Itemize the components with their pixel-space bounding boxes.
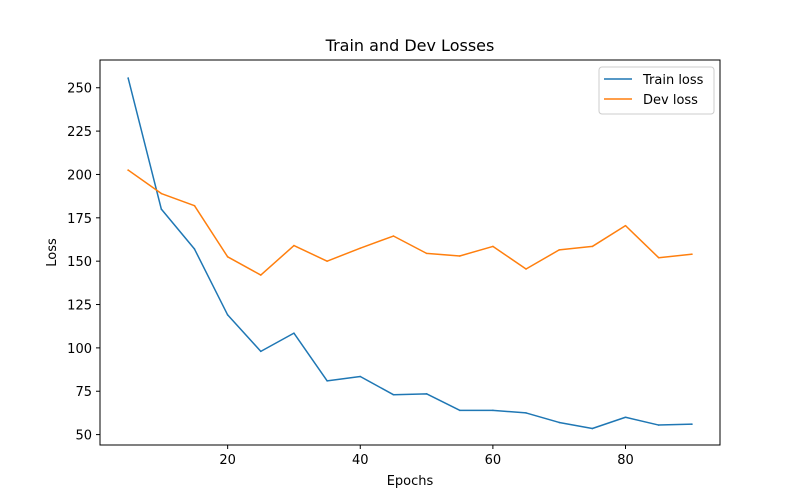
data-point: [127, 169, 129, 171]
data-point: [558, 249, 560, 251]
data-point: [591, 245, 594, 248]
y-tick-label: 100: [67, 342, 92, 357]
y-tick-label: 125: [67, 299, 92, 314]
y-tick-label: 250: [67, 82, 92, 97]
data-point: [226, 256, 229, 258]
data-point: [293, 332, 295, 334]
x-tick-label: 80: [617, 453, 634, 468]
data-point: [260, 274, 262, 276]
data-point: [691, 423, 693, 425]
data-point: [624, 416, 627, 419]
legend: Train loss Dev loss: [598, 66, 715, 115]
data-point: [657, 424, 660, 426]
data-point: [193, 248, 196, 250]
data-point: [425, 393, 428, 395]
data-point: [127, 77, 129, 80]
plot-frame: [99, 59, 721, 446]
data-point: [160, 192, 163, 195]
data-point: [359, 247, 362, 249]
y-tick-label: 175: [67, 212, 92, 227]
plot-area: [99, 59, 721, 446]
y-axis-label: Loss: [45, 238, 60, 267]
data-point: [326, 380, 328, 382]
series-line-train-loss: [127, 77, 693, 430]
data-point: [392, 393, 395, 396]
data-point: [193, 204, 196, 207]
series-layer: [127, 77, 693, 430]
y-tick-label: 75: [75, 385, 92, 400]
x-tick-label: 60: [485, 453, 502, 468]
x-tick-label: 40: [352, 453, 369, 468]
chart-title: Train and Dev Losses: [325, 36, 495, 55]
data-point: [392, 235, 395, 237]
x-axis: 20 40 60 80: [219, 445, 634, 468]
data-point: [458, 255, 461, 257]
data-point: [591, 427, 594, 430]
data-point: [458, 409, 461, 412]
data-point: [425, 252, 428, 255]
data-point: [558, 421, 560, 424]
y-tick-label: 50: [75, 429, 92, 444]
data-point: [492, 409, 494, 412]
legend-label: Dev loss: [643, 93, 698, 108]
data-point: [657, 256, 660, 259]
data-point: [492, 245, 494, 248]
data-point: [293, 244, 295, 247]
y-tick-label: 200: [67, 168, 92, 183]
data-point: [525, 268, 527, 270]
data-point: [326, 260, 328, 262]
y-tick-label: 150: [67, 255, 92, 270]
data-point: [624, 224, 627, 227]
legend-label: Train loss: [642, 73, 704, 88]
data-point: [691, 253, 693, 256]
data-point: [160, 208, 163, 210]
data-point: [260, 350, 262, 353]
x-axis-label: Epochs: [387, 474, 434, 489]
y-axis: 50 75 100 125 150 175 200 225 250: [67, 82, 100, 444]
y-tick-label: 225: [67, 125, 92, 140]
data-point: [359, 375, 362, 378]
data-point: [226, 314, 229, 316]
series-line-dev-loss: [127, 169, 693, 276]
data-point: [525, 412, 527, 414]
x-tick-label: 20: [219, 453, 236, 468]
